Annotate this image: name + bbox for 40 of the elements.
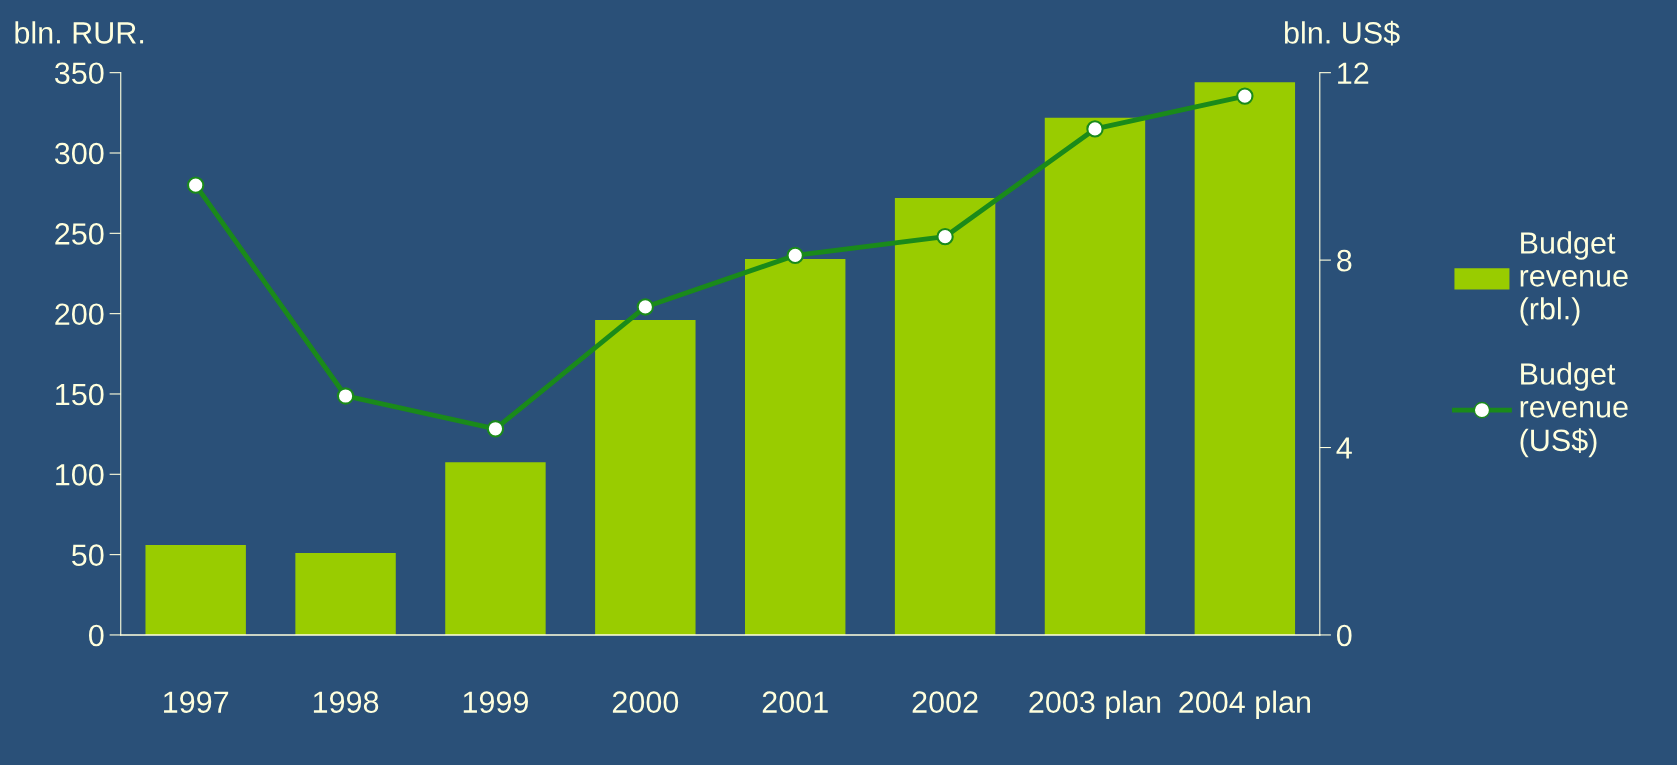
point	[786, 246, 804, 265]
y2-tick-label: 0	[1336, 624, 1352, 647]
y-tick-label: 200	[55, 303, 104, 326]
y2-tick-label: 4	[1336, 437, 1352, 459]
y-tick-label: 300	[54, 142, 104, 165]
bar	[145, 544, 246, 635]
y2-axis-title: bln. US$	[1284, 20, 1400, 46]
legend-label: Budget revenue (rbl.)	[1520, 231, 1628, 326]
x-tick-label: 2001	[762, 691, 828, 713]
x-tick-label: 1999	[463, 691, 528, 713]
x-tick-label: 2002	[912, 691, 978, 713]
bar	[1044, 117, 1146, 635]
y-tick-label: 0	[88, 624, 104, 647]
point	[1236, 87, 1254, 105]
bar	[445, 462, 546, 635]
y2-tick-label: 12	[1338, 62, 1369, 84]
bar	[894, 197, 996, 635]
x-tick-label: 2004 plan	[1179, 690, 1310, 719]
bar	[295, 553, 396, 635]
point	[936, 227, 954, 246]
point	[187, 176, 205, 194]
y-tick-label: 250	[55, 223, 104, 245]
y-tick-label: 150	[56, 383, 104, 406]
y-tick-label: 50	[72, 544, 104, 566]
x-tick-label: 2003 plan	[1029, 690, 1161, 719]
point	[1086, 120, 1104, 138]
x-tick-label: 1998	[313, 691, 379, 713]
y-tick-label: 100	[56, 464, 104, 486]
bar	[745, 259, 846, 635]
y-axis-title: bln. RUR.	[15, 21, 144, 44]
y2-tick-label: 8	[1337, 249, 1352, 272]
point	[636, 298, 655, 316]
bar	[595, 320, 696, 635]
y-tick-label: 350	[54, 62, 104, 85]
x-tick-label: 2000	[612, 691, 679, 713]
point	[486, 420, 505, 438]
point	[336, 387, 355, 405]
x-tick-label: 1997	[164, 691, 229, 713]
legend-label: Budget revenue (US$)	[1520, 362, 1628, 458]
bar	[1194, 82, 1296, 635]
